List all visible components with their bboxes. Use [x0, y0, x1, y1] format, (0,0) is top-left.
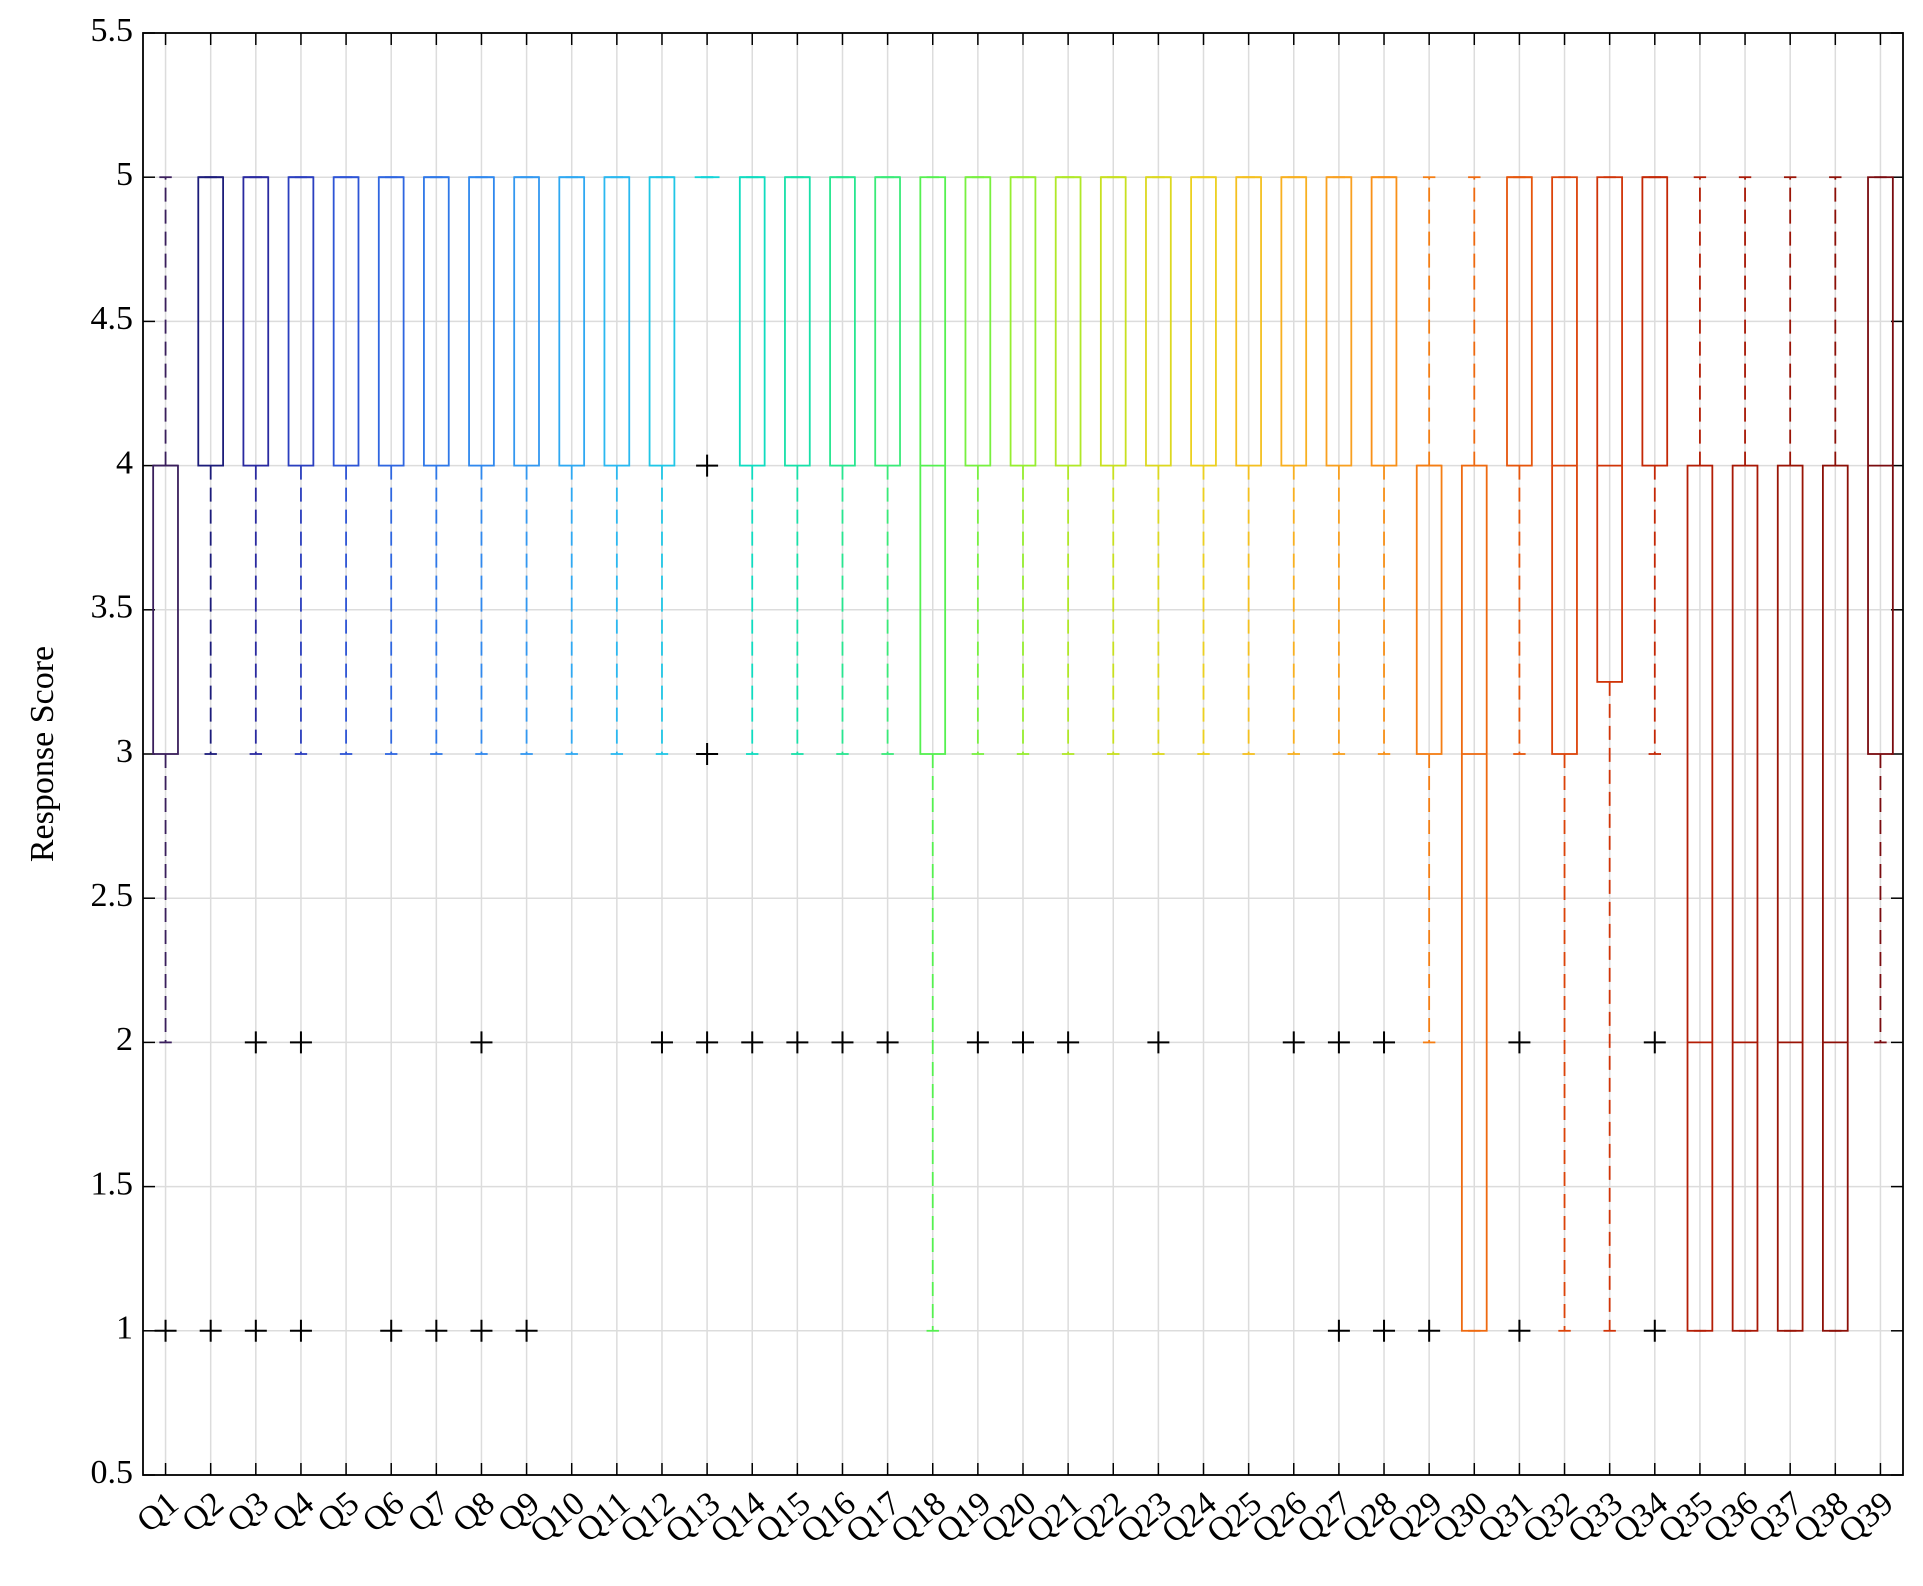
outlier	[154, 1319, 177, 1342]
outlier	[1327, 1319, 1350, 1342]
outlier	[470, 1031, 493, 1054]
y-tick-label: 1.5	[91, 1165, 134, 1202]
outlier	[650, 1031, 673, 1054]
outlier	[1508, 1031, 1531, 1054]
y-tick-label: 5.5	[91, 12, 134, 49]
outlier	[244, 1319, 267, 1342]
box	[1460, 464, 1488, 1332]
y-tick-label: 3	[116, 733, 133, 770]
y-tick-label: 5	[116, 156, 133, 193]
y-axis-label: Response Score	[24, 646, 61, 862]
outlier	[380, 1319, 403, 1342]
box	[1596, 176, 1623, 683]
x-tick-label: Q39	[1832, 1485, 1901, 1551]
outlier	[786, 1031, 809, 1054]
outlier	[244, 1031, 267, 1054]
y-tick-label: 4	[116, 444, 133, 481]
outlier	[1643, 1031, 1666, 1054]
outlier	[289, 1031, 312, 1054]
outlier	[470, 1319, 493, 1342]
outlier	[289, 1319, 312, 1342]
outlier	[831, 1031, 854, 1054]
y-tick-label: 3.5	[91, 589, 134, 626]
y-tick-label: 2.5	[91, 877, 134, 914]
y-tick-label: 2	[116, 1021, 133, 1058]
y-tick-label: 0.5	[91, 1454, 134, 1491]
box	[1731, 464, 1759, 1332]
outlier	[1373, 1031, 1396, 1054]
outlier	[1508, 1319, 1531, 1342]
outlier	[1327, 1031, 1350, 1054]
y-tick-label: 4.5	[91, 300, 134, 337]
box	[1686, 464, 1714, 1332]
outlier	[199, 1319, 222, 1342]
outlier	[741, 1031, 764, 1054]
outlier	[696, 454, 719, 477]
outlier	[696, 1031, 719, 1054]
outlier	[1418, 1319, 1441, 1342]
box	[1821, 464, 1849, 1332]
outlier	[515, 1319, 538, 1342]
outlier	[425, 1319, 448, 1342]
outlier	[1012, 1031, 1034, 1054]
y-tick-label: 1	[116, 1310, 133, 1347]
outlier	[1147, 1031, 1170, 1054]
box	[1776, 464, 1804, 1332]
outlier	[876, 1031, 899, 1054]
axes-frame	[142, 32, 1904, 1476]
outlier	[1643, 1319, 1666, 1342]
outlier	[1282, 1031, 1305, 1054]
outlier	[966, 1031, 989, 1054]
outlier	[1373, 1319, 1396, 1342]
outlier	[1057, 1031, 1080, 1054]
outlier	[696, 743, 719, 765]
